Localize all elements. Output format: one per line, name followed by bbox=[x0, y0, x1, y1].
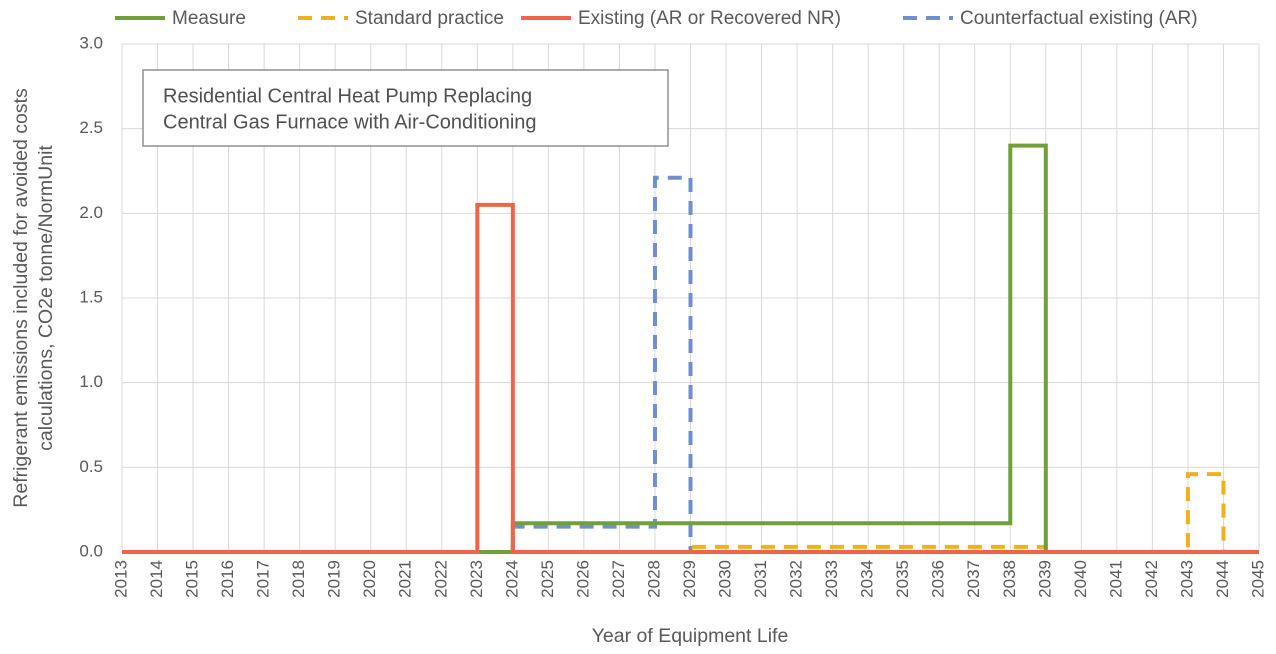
x-tick-label: 2041 bbox=[1106, 560, 1125, 598]
y-tick-label: 2.0 bbox=[79, 203, 103, 222]
x-tick-label: 2038 bbox=[1000, 560, 1019, 598]
x-tick-label: 2033 bbox=[822, 560, 841, 598]
x-tick-label: 2045 bbox=[1248, 560, 1267, 598]
y-tick-label: 0.5 bbox=[79, 457, 103, 476]
series-line bbox=[122, 472, 1259, 554]
annotation-box bbox=[142, 69, 669, 147]
x-tick-label: 2016 bbox=[218, 560, 237, 598]
x-tick-label: 2040 bbox=[1071, 560, 1090, 598]
annotation: Residential Central Heat Pump Replacing bbox=[163, 85, 532, 107]
x-tick-label: 2043 bbox=[1177, 560, 1196, 598]
y-axis-label: Refrigerant emissions included for avoid… bbox=[10, 88, 32, 508]
x-tick-label: 2022 bbox=[431, 560, 450, 598]
x-tick-label: 2039 bbox=[1035, 560, 1054, 598]
y-tick-label: 2.5 bbox=[79, 118, 103, 137]
y-tick-label: 1.5 bbox=[79, 287, 103, 306]
legend-label: Measure bbox=[172, 8, 246, 29]
x-tick-label: 2015 bbox=[183, 560, 202, 598]
x-tick-label: 2021 bbox=[396, 560, 415, 598]
x-tick-label: 2027 bbox=[609, 560, 628, 598]
x-tick-label: 2013 bbox=[111, 560, 130, 598]
y-tick-label: 3.0 bbox=[79, 33, 103, 52]
x-tick-label: 2017 bbox=[254, 560, 273, 598]
x-tick-label: 2019 bbox=[325, 560, 344, 598]
x-tick-label: 2037 bbox=[964, 560, 983, 598]
x-tick-label: 2014 bbox=[147, 560, 166, 598]
x-axis-label: Year of Equipment Life bbox=[592, 625, 789, 647]
y-tick-label: 1.0 bbox=[79, 372, 103, 391]
x-tick-label: 2029 bbox=[680, 560, 699, 598]
x-tick-label: 2030 bbox=[716, 560, 735, 598]
legend-label: Standard practice bbox=[355, 8, 504, 29]
x-tick-label: 2028 bbox=[644, 560, 663, 598]
x-tick-label: 2023 bbox=[467, 560, 486, 598]
y-tick-label: 0.0 bbox=[79, 541, 103, 560]
x-tick-label: 2024 bbox=[502, 560, 521, 598]
x-tick-label: 2032 bbox=[787, 560, 806, 598]
x-tick-label: 2036 bbox=[929, 560, 948, 598]
legend-label: Counterfactual existing (AR) bbox=[960, 8, 1198, 29]
annotation: Central Gas Furnace with Air-Conditionin… bbox=[163, 111, 537, 133]
x-tick-label: 2042 bbox=[1142, 560, 1161, 598]
x-tick-label: 2020 bbox=[360, 560, 379, 598]
x-tick-label: 2034 bbox=[858, 560, 877, 598]
x-tick-label: 2035 bbox=[893, 560, 912, 598]
x-tick-label: 2026 bbox=[573, 560, 592, 598]
y-axis-label: calculations, CO2e tonne/NormUnit bbox=[35, 145, 57, 451]
x-tick-label: 2025 bbox=[538, 560, 557, 598]
x-tick-label: 2018 bbox=[289, 560, 308, 598]
x-tick-label: 2031 bbox=[751, 560, 770, 598]
series-line bbox=[122, 202, 1259, 554]
legend-label: Existing (AR or Recovered NR) bbox=[578, 8, 841, 29]
x-tick-label: 2044 bbox=[1213, 560, 1232, 598]
